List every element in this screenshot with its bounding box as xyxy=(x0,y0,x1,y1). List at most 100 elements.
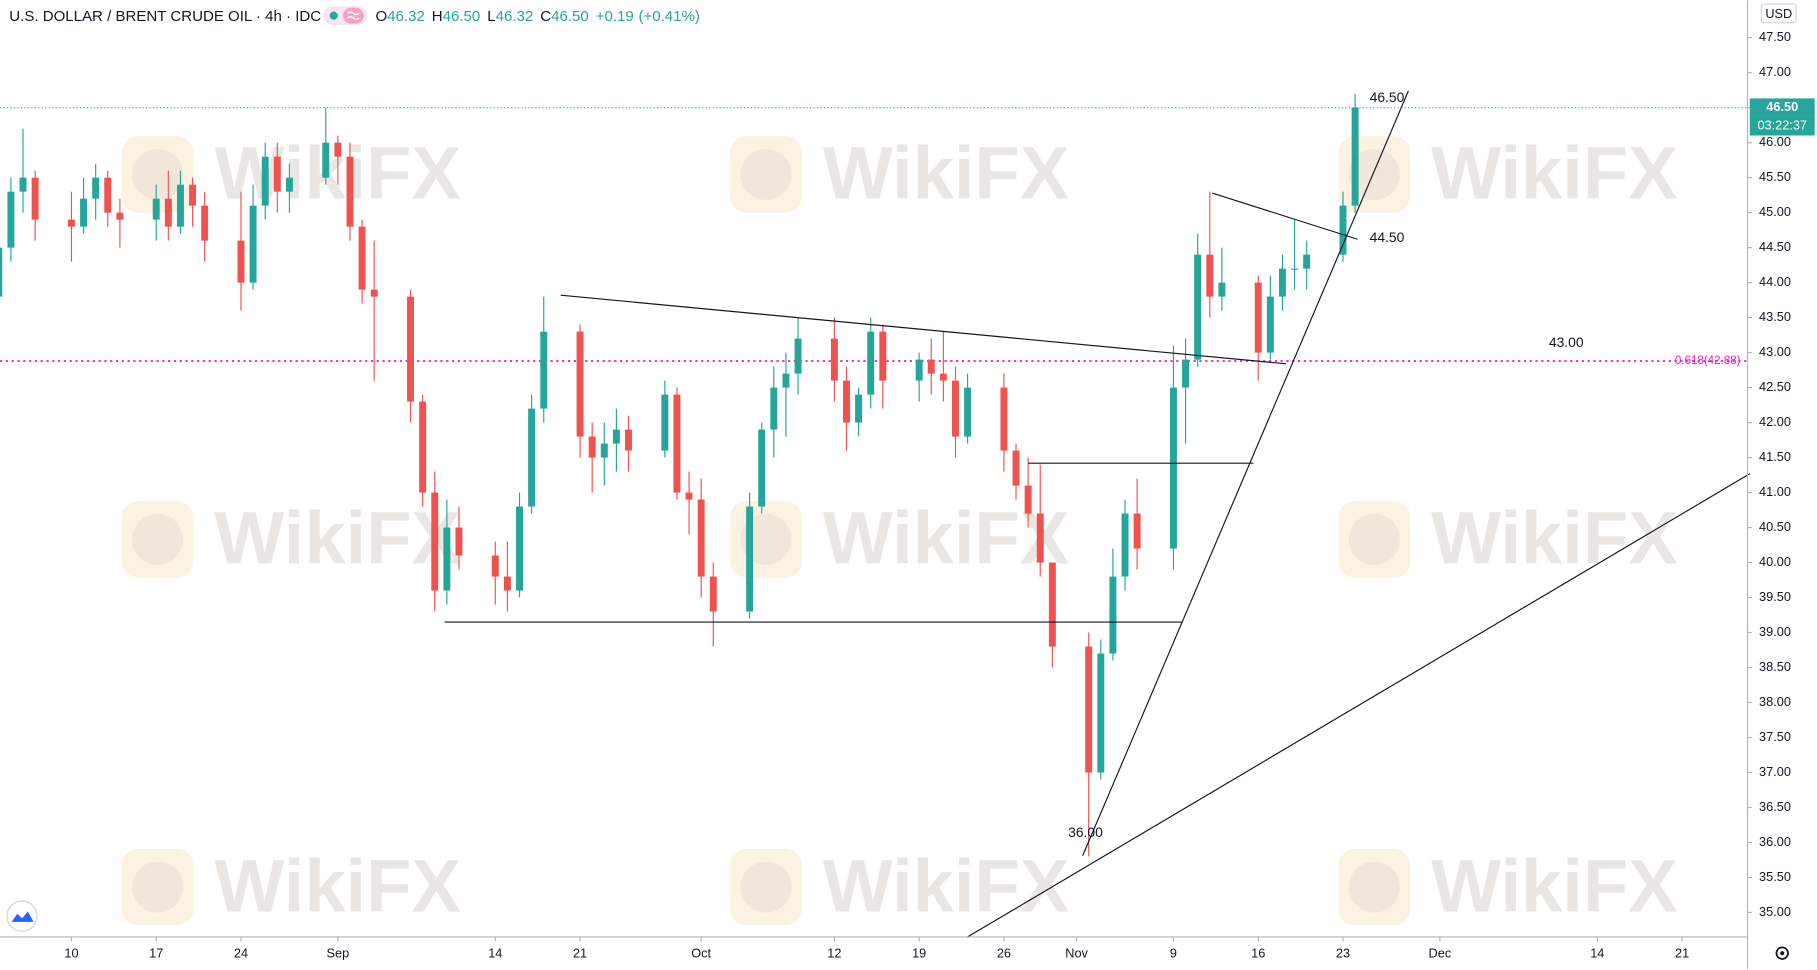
change: +0.19 xyxy=(596,8,634,25)
y-tick-label: 44.00 xyxy=(1759,274,1791,289)
settings-icon[interactable] xyxy=(1775,946,1789,960)
watermark: WikiFX xyxy=(214,497,461,580)
candle-body xyxy=(261,156,269,206)
candle-body xyxy=(673,394,681,493)
watermark-logo-inner xyxy=(740,513,792,565)
candle-body xyxy=(1048,562,1056,647)
candle-body xyxy=(915,359,923,381)
trendline xyxy=(967,473,1751,938)
candle-body xyxy=(1036,513,1044,563)
ohlc-key: O xyxy=(375,8,387,25)
last-price-badge xyxy=(1749,98,1815,117)
candle-body xyxy=(189,184,197,206)
candle-body xyxy=(334,142,342,157)
candle-body xyxy=(952,380,959,437)
candle-body xyxy=(455,527,463,556)
y-tick-label: 44.50 xyxy=(1759,239,1791,254)
candle-body xyxy=(370,289,378,297)
watermarks: WikiFX WikiFX WikiFX WikiFX WikiFX WikiFX Wiki… xyxy=(121,132,1678,927)
candle-body xyxy=(1339,205,1347,255)
y-tick-label: 42.00 xyxy=(1759,414,1791,429)
candle-body xyxy=(576,331,584,437)
price-annotation: 36.00 xyxy=(1068,824,1103,840)
watermark-logo-inner xyxy=(740,861,792,913)
candle-body xyxy=(152,198,160,220)
status-wave xyxy=(343,7,364,24)
ohlc-key: H xyxy=(432,8,443,25)
y-tick-label: 40.00 xyxy=(1759,554,1791,569)
currency-box xyxy=(1760,3,1797,24)
x-tick-label: 17 xyxy=(149,946,163,961)
watermark-logo-inner xyxy=(132,861,184,913)
wave-icon xyxy=(347,11,360,20)
y-tick-label: 43.00 xyxy=(1759,344,1791,359)
candle-body xyxy=(431,492,439,591)
candle-body xyxy=(0,247,3,297)
candle-body xyxy=(1097,653,1105,773)
x-tick-label: Oct xyxy=(691,946,711,961)
ohlc-value: 46.32 xyxy=(496,8,534,25)
candle-body xyxy=(540,331,548,409)
candle-body xyxy=(1351,107,1359,206)
candle-body xyxy=(92,177,100,199)
candle-body xyxy=(746,506,754,612)
y-tick-label: 36.00 xyxy=(1759,834,1791,849)
x-tick-label: Dec xyxy=(1429,946,1452,961)
watermark: WikiFX xyxy=(823,497,1070,580)
candle-body xyxy=(346,156,354,227)
candle-body xyxy=(964,387,972,437)
candle-body xyxy=(1218,282,1226,297)
candle-body xyxy=(661,394,669,451)
logo-circle xyxy=(6,900,38,932)
y-tick-label: 46.00 xyxy=(1759,134,1791,149)
candle-body xyxy=(1121,513,1129,577)
candle-body xyxy=(273,156,281,192)
y-tick-label: 47.50 xyxy=(1759,29,1791,44)
x-tick-label: 19 xyxy=(912,946,926,961)
trendline xyxy=(560,294,1287,365)
candle-body xyxy=(1169,387,1177,549)
candle-body xyxy=(782,373,790,388)
candle-body xyxy=(855,394,863,423)
candle-body xyxy=(419,401,427,493)
candle-body xyxy=(104,177,112,213)
y-tick-label: 39.00 xyxy=(1759,624,1791,639)
candle-body xyxy=(1278,268,1286,297)
x-tick-label: 24 xyxy=(234,946,248,961)
candle-body xyxy=(249,205,257,283)
candle-body xyxy=(867,331,875,395)
candle-body xyxy=(770,387,778,430)
candle-body xyxy=(939,373,947,381)
price-annotation: 46.50 xyxy=(1370,89,1405,105)
trendline xyxy=(1082,90,1409,856)
change-pct: (+0.41%) xyxy=(638,8,699,25)
candle-body xyxy=(612,429,620,444)
countdown: 03:22:37 xyxy=(1757,118,1807,133)
y-tick-label: 38.00 xyxy=(1759,694,1791,709)
candle-body xyxy=(879,331,887,381)
x-tick-label: 14 xyxy=(488,946,502,961)
ohlc-value: 46.50 xyxy=(551,8,589,25)
x-tick-label: Nov xyxy=(1065,946,1088,961)
status-dot xyxy=(329,11,338,20)
watermark: WikiFX xyxy=(823,132,1070,215)
candle-body xyxy=(322,142,330,178)
x-tick-label: 9 xyxy=(1170,946,1177,961)
chart-title: U.S. DOLLAR / BRENT CRUDE OIL · 4h · IDC xyxy=(9,8,321,25)
y-tick-label: 37.50 xyxy=(1759,729,1791,744)
watermark: WikiFX xyxy=(1431,497,1678,580)
candle-body xyxy=(685,492,693,500)
candle-body xyxy=(600,443,608,458)
price-annotation: 43.00 xyxy=(1549,334,1584,350)
gear-hub[interactable] xyxy=(1780,951,1785,956)
candle-body xyxy=(927,359,935,374)
status-icons xyxy=(323,6,368,25)
ohlc-readout: O46.32 H46.50 L46.32 C46.50 +0.19 (+0.41%) xyxy=(375,8,699,25)
watermark: WikiFX xyxy=(1431,844,1678,927)
candle-body xyxy=(176,184,184,227)
currency-label: USD xyxy=(1765,6,1792,21)
candle-body xyxy=(285,177,293,192)
gear[interactable] xyxy=(1775,946,1789,960)
